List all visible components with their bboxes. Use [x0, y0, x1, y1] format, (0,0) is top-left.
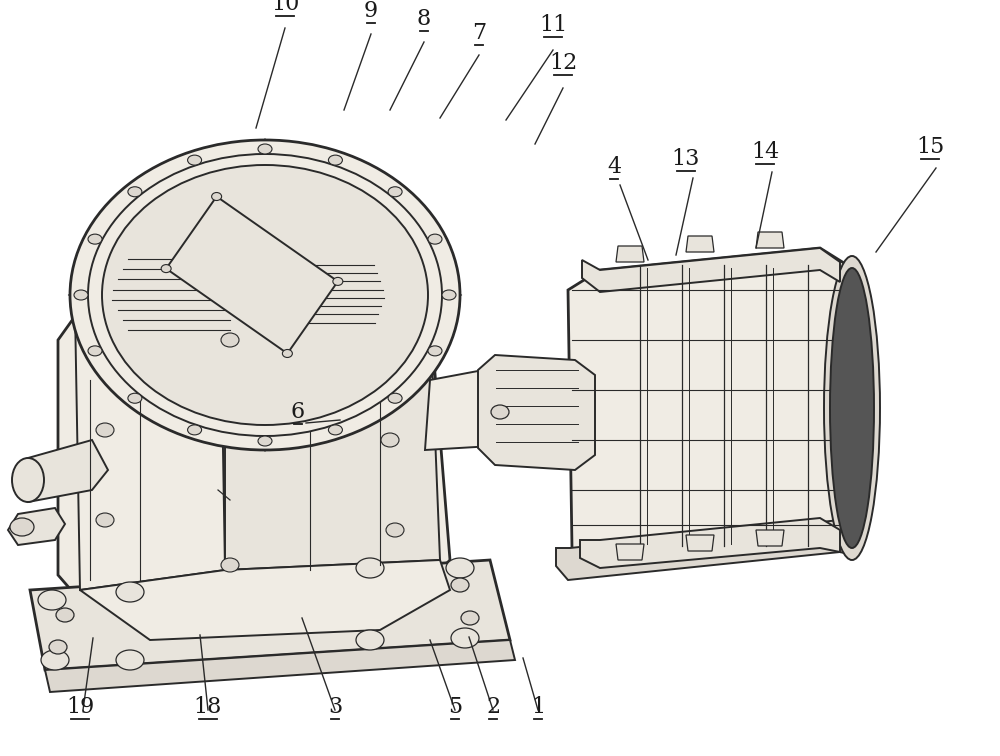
Polygon shape — [582, 248, 840, 292]
Ellipse shape — [102, 165, 428, 425]
Ellipse shape — [388, 393, 402, 403]
Text: 8: 8 — [417, 8, 431, 30]
Ellipse shape — [221, 333, 239, 347]
Text: 4: 4 — [607, 156, 621, 178]
Ellipse shape — [442, 290, 456, 300]
Ellipse shape — [161, 265, 171, 273]
Ellipse shape — [428, 346, 442, 356]
Ellipse shape — [96, 513, 114, 527]
Polygon shape — [45, 640, 515, 692]
Polygon shape — [225, 270, 440, 570]
Text: 9: 9 — [364, 0, 378, 22]
Polygon shape — [686, 535, 714, 551]
Ellipse shape — [451, 578, 469, 592]
Text: 2: 2 — [486, 696, 500, 718]
Ellipse shape — [88, 346, 102, 356]
Ellipse shape — [188, 425, 202, 435]
Polygon shape — [166, 197, 338, 354]
Text: 14: 14 — [751, 141, 779, 163]
Ellipse shape — [381, 433, 399, 447]
Ellipse shape — [116, 582, 144, 602]
Text: 19: 19 — [66, 696, 94, 718]
Ellipse shape — [70, 140, 460, 450]
Ellipse shape — [446, 558, 474, 578]
Polygon shape — [58, 312, 450, 598]
Ellipse shape — [258, 144, 272, 154]
Ellipse shape — [88, 234, 102, 244]
Polygon shape — [478, 355, 595, 470]
Ellipse shape — [96, 423, 114, 437]
Polygon shape — [686, 236, 714, 252]
Polygon shape — [756, 232, 784, 248]
Text: 10: 10 — [271, 0, 299, 15]
Ellipse shape — [128, 187, 142, 197]
Polygon shape — [568, 248, 858, 568]
Text: 18: 18 — [194, 696, 222, 718]
Ellipse shape — [74, 290, 88, 300]
Ellipse shape — [116, 650, 144, 670]
Ellipse shape — [461, 611, 479, 625]
Ellipse shape — [88, 154, 442, 436]
Text: 6: 6 — [291, 401, 305, 423]
Ellipse shape — [128, 393, 142, 403]
Polygon shape — [616, 544, 644, 560]
Ellipse shape — [830, 268, 874, 548]
Polygon shape — [616, 246, 644, 262]
Polygon shape — [556, 520, 856, 580]
Ellipse shape — [212, 193, 222, 200]
Ellipse shape — [12, 458, 44, 502]
Text: 11: 11 — [539, 14, 567, 36]
Polygon shape — [756, 530, 784, 546]
Text: 13: 13 — [672, 148, 700, 170]
Text: 12: 12 — [549, 52, 577, 74]
Ellipse shape — [38, 590, 66, 610]
Polygon shape — [15, 440, 108, 502]
Ellipse shape — [333, 277, 343, 286]
Ellipse shape — [221, 558, 239, 572]
Polygon shape — [580, 518, 840, 568]
Text: 3: 3 — [328, 696, 342, 718]
Ellipse shape — [356, 630, 384, 650]
Ellipse shape — [491, 405, 509, 419]
Ellipse shape — [41, 650, 69, 670]
Ellipse shape — [10, 518, 34, 536]
Ellipse shape — [356, 558, 384, 578]
Polygon shape — [30, 560, 510, 670]
Ellipse shape — [386, 523, 404, 537]
Ellipse shape — [49, 640, 67, 654]
Ellipse shape — [328, 155, 342, 165]
Ellipse shape — [388, 187, 402, 197]
Ellipse shape — [451, 628, 479, 648]
Ellipse shape — [328, 425, 342, 435]
Polygon shape — [8, 508, 65, 545]
Polygon shape — [80, 560, 450, 640]
Polygon shape — [425, 365, 570, 450]
Text: 7: 7 — [472, 22, 486, 44]
Text: 15: 15 — [916, 136, 944, 158]
Polygon shape — [70, 140, 460, 450]
Text: 5: 5 — [448, 696, 462, 718]
Ellipse shape — [428, 234, 442, 244]
Polygon shape — [75, 270, 225, 590]
Ellipse shape — [258, 436, 272, 446]
Ellipse shape — [282, 349, 292, 358]
Ellipse shape — [188, 155, 202, 165]
Text: 1: 1 — [531, 696, 545, 718]
Ellipse shape — [824, 256, 880, 560]
Ellipse shape — [56, 608, 74, 622]
